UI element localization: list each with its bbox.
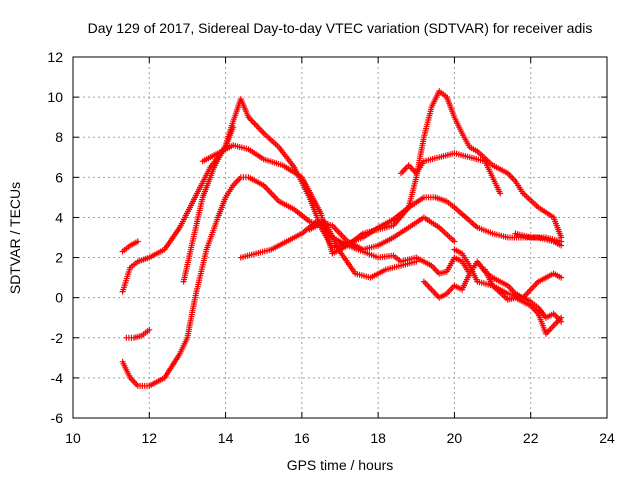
y-axis-label: SDTVAR / TECUs	[7, 182, 23, 294]
x-tick-label: 20	[447, 430, 463, 446]
series-sat-m-markers	[512, 230, 565, 245]
series-sat-d	[123, 326, 153, 341]
series-sat-g-markers	[199, 88, 565, 257]
series-sat-f	[237, 214, 458, 261]
series-sat-g	[199, 88, 565, 257]
series-sat-f-markers	[237, 214, 458, 261]
series-sat-d-markers	[123, 326, 153, 341]
plot-frame	[72, 56, 608, 419]
series-sat-l	[481, 266, 565, 337]
series-sat-j	[420, 258, 565, 325]
y-tick-label: 12	[47, 49, 63, 65]
series-sat-c-markers	[119, 174, 473, 389]
series-sat-m	[512, 230, 565, 245]
y-tick-label: 4	[55, 209, 63, 225]
series-sat-b	[119, 238, 141, 255]
series-sat-i-markers	[398, 150, 504, 197]
y-tick-label: -4	[51, 370, 64, 386]
x-tick-label: 12	[141, 430, 157, 446]
y-tick-label: 0	[55, 290, 63, 306]
chart-title: Day 129 of 2017, Sidereal Day-to-day VTE…	[88, 20, 593, 36]
series-sat-j-markers	[420, 258, 565, 325]
y-tick-label: 10	[47, 89, 63, 105]
series-sat-l-markers	[481, 266, 565, 337]
y-tick-label: 8	[55, 129, 63, 145]
x-axis-label: GPS time / hours	[287, 457, 394, 473]
x-tick-label: 14	[218, 430, 234, 446]
axis-ticks	[72, 56, 608, 419]
y-tick-label: 2	[55, 250, 63, 266]
series-sat-c	[119, 174, 473, 389]
series-sat-h	[306, 218, 420, 281]
series-sat-i	[398, 150, 504, 197]
series-sat-b-markers	[119, 238, 141, 255]
y-tick-label: -2	[51, 330, 64, 346]
x-tick-label: 16	[294, 430, 310, 446]
x-tick-label: 24	[599, 430, 615, 446]
x-tick-label: 10	[65, 430, 81, 446]
series-sat-h-markers	[306, 218, 420, 281]
data-points	[119, 88, 565, 389]
x-tick-label: 22	[523, 430, 539, 446]
y-tick-label: 6	[55, 169, 63, 185]
x-tick-labels: 10 12 14 16 18 20 22 24	[65, 430, 615, 446]
y-tick-label: -6	[51, 410, 64, 426]
y-tick-labels: -6 -4 -2 0 2 4 6 8 10 12	[47, 49, 63, 426]
x-tick-label: 18	[370, 430, 386, 446]
